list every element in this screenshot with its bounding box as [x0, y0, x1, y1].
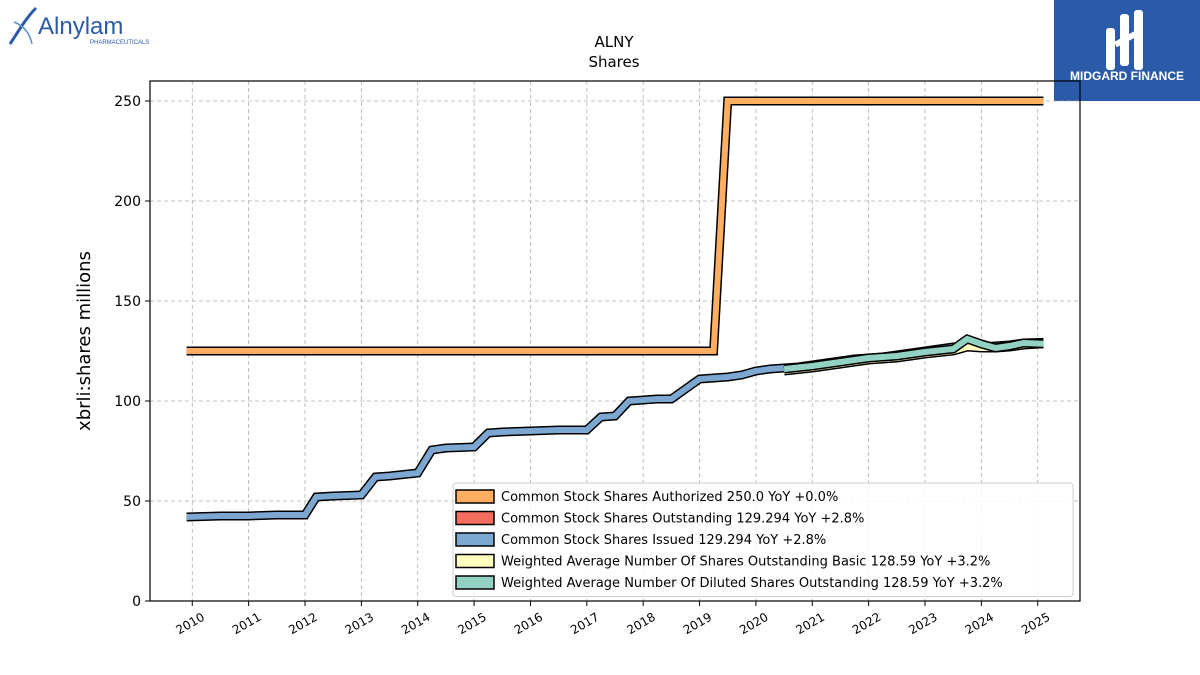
x-tick-label: 2014	[399, 610, 432, 637]
x-tick-label: 2019	[681, 610, 714, 637]
series-line	[186, 98, 1044, 354]
logo-text: Alnylam	[38, 13, 123, 40]
legend-swatch	[455, 553, 495, 569]
x-axis: 2010 2011 2012 2013 2014 2015 2016 2017 2018 2019…	[174, 601, 1052, 637]
x-tick-label: 2020	[737, 610, 770, 637]
midgard-finance-logo: MIDGARD FINANCE	[1054, 0, 1200, 101]
x-tick-label: 2015	[455, 610, 488, 637]
x-tick-label: 2012	[286, 610, 319, 637]
logo-text: MIDGARD FINANCE	[1070, 69, 1184, 83]
legend-swatch	[455, 489, 495, 504]
legend-entry: Common Stock Shares Authorized 250.0 YoY…	[501, 490, 838, 505]
series-line	[783, 335, 1044, 372]
x-tick-label: 2016	[512, 610, 545, 637]
x-tick-label: 2011	[230, 610, 263, 637]
y-tick-label: 200	[114, 194, 141, 210]
y-tick-label: 100	[114, 394, 141, 410]
x-tick-label: 2017	[568, 610, 601, 637]
alnylam-logo: Alnylam PHARMACEUTICALS	[4, 4, 164, 48]
x-tick-label: 2010	[174, 610, 207, 637]
x-tick-label: 2022	[850, 610, 883, 637]
legend-entry: Weighted Average Number Of Diluted Share…	[501, 576, 1003, 591]
x-tick-label: 2024	[963, 610, 996, 637]
series-outline	[186, 96, 1044, 356]
y-tick-label: 0	[132, 594, 141, 610]
plot-frame	[149, 80, 1081, 602]
x-tick-label: 2021	[794, 610, 827, 637]
logo-swoosh-icon	[8, 6, 38, 45]
legend-swatch	[455, 532, 495, 547]
x-tick-label: 2025	[1019, 610, 1052, 637]
legend-swatch	[455, 510, 495, 526]
series-layer	[186, 96, 1044, 522]
midgard-emblem-icon	[1106, 10, 1143, 70]
chart-title: ALNY	[594, 33, 634, 51]
legend: Common Stock Shares Authorized 250.0 YoY…	[452, 482, 1074, 597]
logo-subtext: PHARMACEUTICALS	[90, 40, 149, 46]
y-tick-label: 250	[114, 94, 141, 110]
y-tick-label: 150	[114, 294, 141, 310]
chart-subtitle: Shares	[588, 53, 639, 71]
legend-box	[452, 482, 1074, 597]
x-tick-label: 2023	[906, 610, 939, 637]
x-tick-label: 2013	[343, 610, 376, 637]
y-axis: 0 50 100 150 200 250	[114, 94, 150, 610]
legend-swatch	[455, 575, 495, 590]
legend-entry: Weighted Average Number Of Shares Outsta…	[501, 555, 990, 570]
y-tick-label: 50	[123, 494, 141, 510]
legend-entry: Common Stock Shares Issued 129.294 YoY +…	[501, 533, 826, 548]
y-axis-label: xbrli:shares millions	[74, 251, 95, 431]
legend-entry: Common Stock Shares Outstanding 129.294 …	[501, 512, 864, 527]
x-tick-label: 2018	[624, 610, 657, 637]
